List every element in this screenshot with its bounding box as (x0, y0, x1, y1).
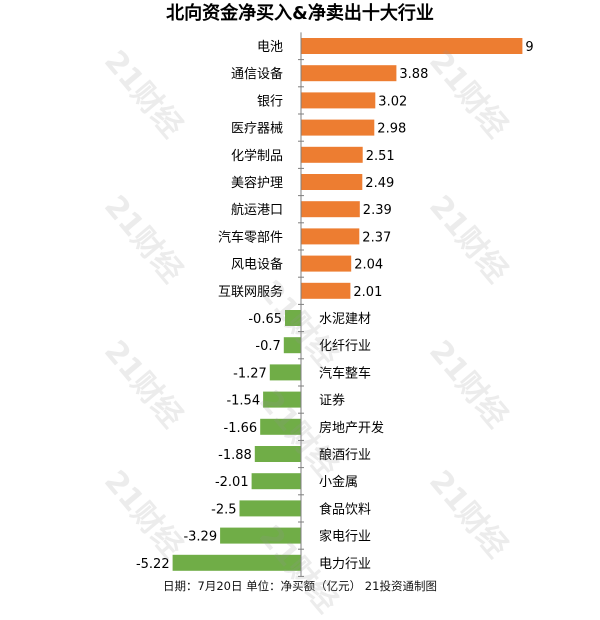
chart-page: 北向资金净买入&净卖出十大行业 电池 9 通信设备 3.88 银行 3.02 医疗器械 2.9… (97, 3, 534, 619)
category-label-3: 银行 (257, 94, 283, 109)
value-label-20: -5.22 (136, 557, 170, 572)
category-label-14: 证券 (319, 393, 345, 409)
value-label-1: 9 (525, 40, 533, 55)
category-label-10: 互联网服务 (218, 284, 283, 300)
category-label-20: 电力行业 (319, 557, 371, 572)
category-label-12: 化纤行业 (319, 339, 371, 354)
bar-5 (301, 146, 363, 163)
chart-footer: 日期：7月20日 单位：净买额（亿元） 21投资通制图 (163, 579, 437, 593)
category-label-17: 小金属 (319, 474, 358, 490)
bar-13 (269, 364, 301, 381)
value-label-15: -1.66 (224, 421, 258, 436)
bar-4 (301, 119, 375, 136)
bar-19 (220, 527, 301, 544)
category-label-7: 航运港口 (231, 202, 283, 218)
bar-17 (251, 473, 301, 490)
category-label-11: 水泥建材 (319, 312, 371, 327)
value-label-8: 2.37 (362, 230, 391, 245)
category-label-15: 房地产开发 (319, 420, 384, 436)
bar-1 (301, 38, 523, 54)
bar-chart: 电池 9 通信设备 3.88 银行 3.02 医疗器械 2.98 化学制品 2.51 美容护理 2.4… (136, 32, 534, 577)
value-label-16: -1.88 (218, 448, 252, 463)
bar-8 (301, 228, 360, 245)
chart-title: 北向资金净买入&净卖出十大行业 (166, 3, 434, 24)
value-label-19: -3.29 (183, 530, 217, 545)
bar-2 (301, 65, 397, 82)
bar-16 (254, 446, 301, 462)
bar-15 (260, 418, 301, 435)
value-label-18: -2.5 (211, 502, 236, 517)
bar-20 (172, 554, 301, 571)
category-label-19: 家电行业 (319, 529, 371, 545)
bar-9 (301, 255, 352, 272)
category-label-6: 美容护理 (231, 175, 283, 191)
value-label-2: 3.88 (399, 67, 428, 82)
category-label-8: 汽车零部件 (218, 229, 283, 245)
value-label-14: -1.54 (226, 394, 260, 409)
value-label-9: 2.04 (354, 258, 383, 273)
value-label-7: 2.39 (363, 203, 392, 218)
bar-18 (239, 500, 301, 517)
value-label-11: -0.65 (248, 312, 282, 327)
bar-6 (301, 174, 363, 190)
category-label-5: 化学制品 (231, 148, 283, 164)
value-label-4: 2.98 (377, 122, 406, 137)
bar-7 (301, 201, 360, 218)
bar-12 (283, 337, 301, 354)
category-label-2: 通信设备 (231, 66, 283, 82)
bar-14 (263, 391, 301, 408)
value-label-13: -1.27 (233, 366, 267, 381)
category-label-18: 食品饮料 (319, 501, 371, 517)
category-label-1: 电池 (257, 40, 283, 55)
value-label-5: 2.51 (366, 149, 395, 164)
value-label-12: -0.7 (255, 339, 280, 354)
category-label-4: 医疗器械 (231, 122, 283, 137)
value-label-6: 2.49 (365, 176, 394, 191)
category-label-13: 汽车整车 (319, 365, 371, 381)
value-label-17: -2.01 (215, 475, 249, 490)
value-label-10: 2.01 (353, 285, 382, 300)
category-label-9: 风电设备 (231, 257, 283, 273)
category-label-16: 酿酒行业 (319, 447, 371, 463)
bar-3 (301, 92, 376, 109)
bar-11 (285, 310, 301, 326)
bar-10 (301, 282, 351, 299)
value-label-3: 3.02 (378, 94, 407, 109)
